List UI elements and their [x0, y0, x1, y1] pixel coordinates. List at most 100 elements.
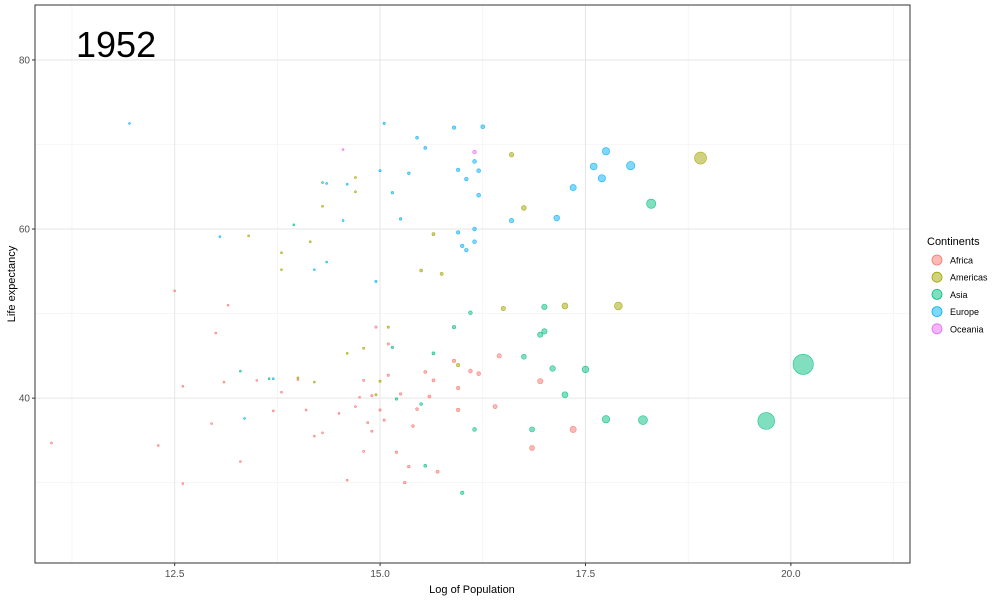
point-africa — [537, 378, 544, 385]
point-africa — [407, 464, 411, 469]
point-europe — [325, 260, 328, 264]
data-points — [50, 121, 814, 495]
legend-label-europe: Europe — [950, 307, 979, 317]
point-africa — [362, 379, 366, 382]
point-africa — [304, 408, 308, 412]
point-americas — [354, 176, 357, 179]
x-tick-label: 20.0 — [781, 569, 801, 580]
plot-panel-border — [34, 4, 911, 564]
point-asia — [541, 303, 548, 310]
point-africa — [382, 418, 386, 422]
point-africa — [210, 422, 213, 425]
point-americas — [313, 380, 316, 384]
point-americas — [247, 234, 250, 238]
point-asia — [521, 353, 527, 360]
point-asia — [757, 412, 775, 430]
point-americas — [280, 268, 283, 271]
point-europe — [390, 191, 394, 195]
point-europe — [597, 174, 606, 183]
point-africa — [386, 342, 390, 346]
point-europe — [464, 177, 469, 182]
point-europe — [472, 226, 477, 232]
x-tick-label: 17.5 — [576, 569, 596, 580]
point-europe — [452, 125, 457, 130]
point-africa — [403, 481, 407, 485]
legend: Continents Africa Americas Asia Europe Ocean… — [927, 236, 988, 334]
point-americas — [439, 271, 444, 276]
point-asia — [646, 198, 657, 209]
point-africa — [386, 373, 390, 377]
point-africa — [222, 380, 226, 384]
point-europe — [589, 162, 598, 171]
point-africa — [423, 370, 428, 374]
point-asia — [792, 353, 814, 375]
point-asia — [390, 345, 394, 349]
point-europe — [602, 147, 611, 156]
point-americas — [378, 379, 382, 383]
point-europe — [626, 161, 636, 171]
point-europe — [460, 243, 465, 249]
y-tick-label: 80 — [19, 55, 31, 66]
point-americas — [521, 205, 527, 211]
point-africa — [313, 434, 316, 438]
point-europe — [464, 248, 469, 253]
point-europe — [456, 230, 461, 235]
legend-key-oceania — [931, 323, 943, 335]
point-europe — [553, 214, 560, 222]
point-americas — [431, 232, 436, 236]
point-africa — [181, 482, 185, 485]
x-axis-ticks: 12.5 15.0 17.5 20.0 — [165, 563, 801, 580]
point-americas — [374, 393, 378, 397]
point-europe — [476, 192, 481, 198]
y-axis-ticks: 40 60 80 — [19, 55, 35, 405]
point-africa — [280, 390, 283, 394]
point-africa — [476, 371, 481, 376]
point-oceania — [472, 149, 477, 155]
x-tick-label: 15.0 — [370, 569, 390, 580]
point-asia — [581, 365, 590, 374]
point-americas — [508, 152, 515, 158]
point-africa — [345, 478, 349, 482]
y-tick-label: 60 — [19, 225, 31, 236]
point-americas — [345, 352, 349, 355]
point-asia — [239, 369, 242, 373]
point-americas — [614, 301, 623, 311]
legend-title: Continents — [927, 236, 980, 248]
point-asia — [561, 391, 569, 399]
point-asia — [423, 464, 428, 468]
legend-key-asia — [931, 288, 943, 300]
point-asia — [541, 328, 548, 335]
point-asia — [460, 490, 465, 495]
point-americas — [308, 240, 312, 244]
point-africa — [181, 384, 185, 388]
point-asia — [529, 426, 535, 433]
point-europe — [407, 171, 411, 175]
point-africa — [529, 445, 535, 451]
point-asia — [431, 351, 436, 356]
point-asia — [321, 181, 324, 184]
point-americas — [694, 151, 707, 165]
point-oceania — [341, 148, 345, 151]
point-asia — [452, 325, 457, 330]
point-americas — [321, 204, 324, 208]
point-africa — [399, 392, 403, 396]
point-asia — [537, 331, 544, 338]
point-asia — [267, 377, 271, 380]
point-asia — [468, 310, 473, 315]
point-africa — [50, 441, 53, 445]
point-europe — [508, 218, 515, 224]
y-axis-title: Life expectancy — [6, 245, 18, 322]
point-americas — [362, 346, 366, 350]
point-europe — [399, 217, 403, 221]
point-americas — [500, 306, 506, 312]
point-africa — [255, 379, 259, 382]
point-americas — [386, 325, 390, 329]
point-africa — [452, 358, 457, 363]
point-americas — [419, 268, 423, 273]
point-africa — [456, 407, 461, 413]
point-europe — [313, 268, 316, 271]
legend-key-africa — [931, 254, 943, 266]
point-asia — [419, 402, 423, 406]
